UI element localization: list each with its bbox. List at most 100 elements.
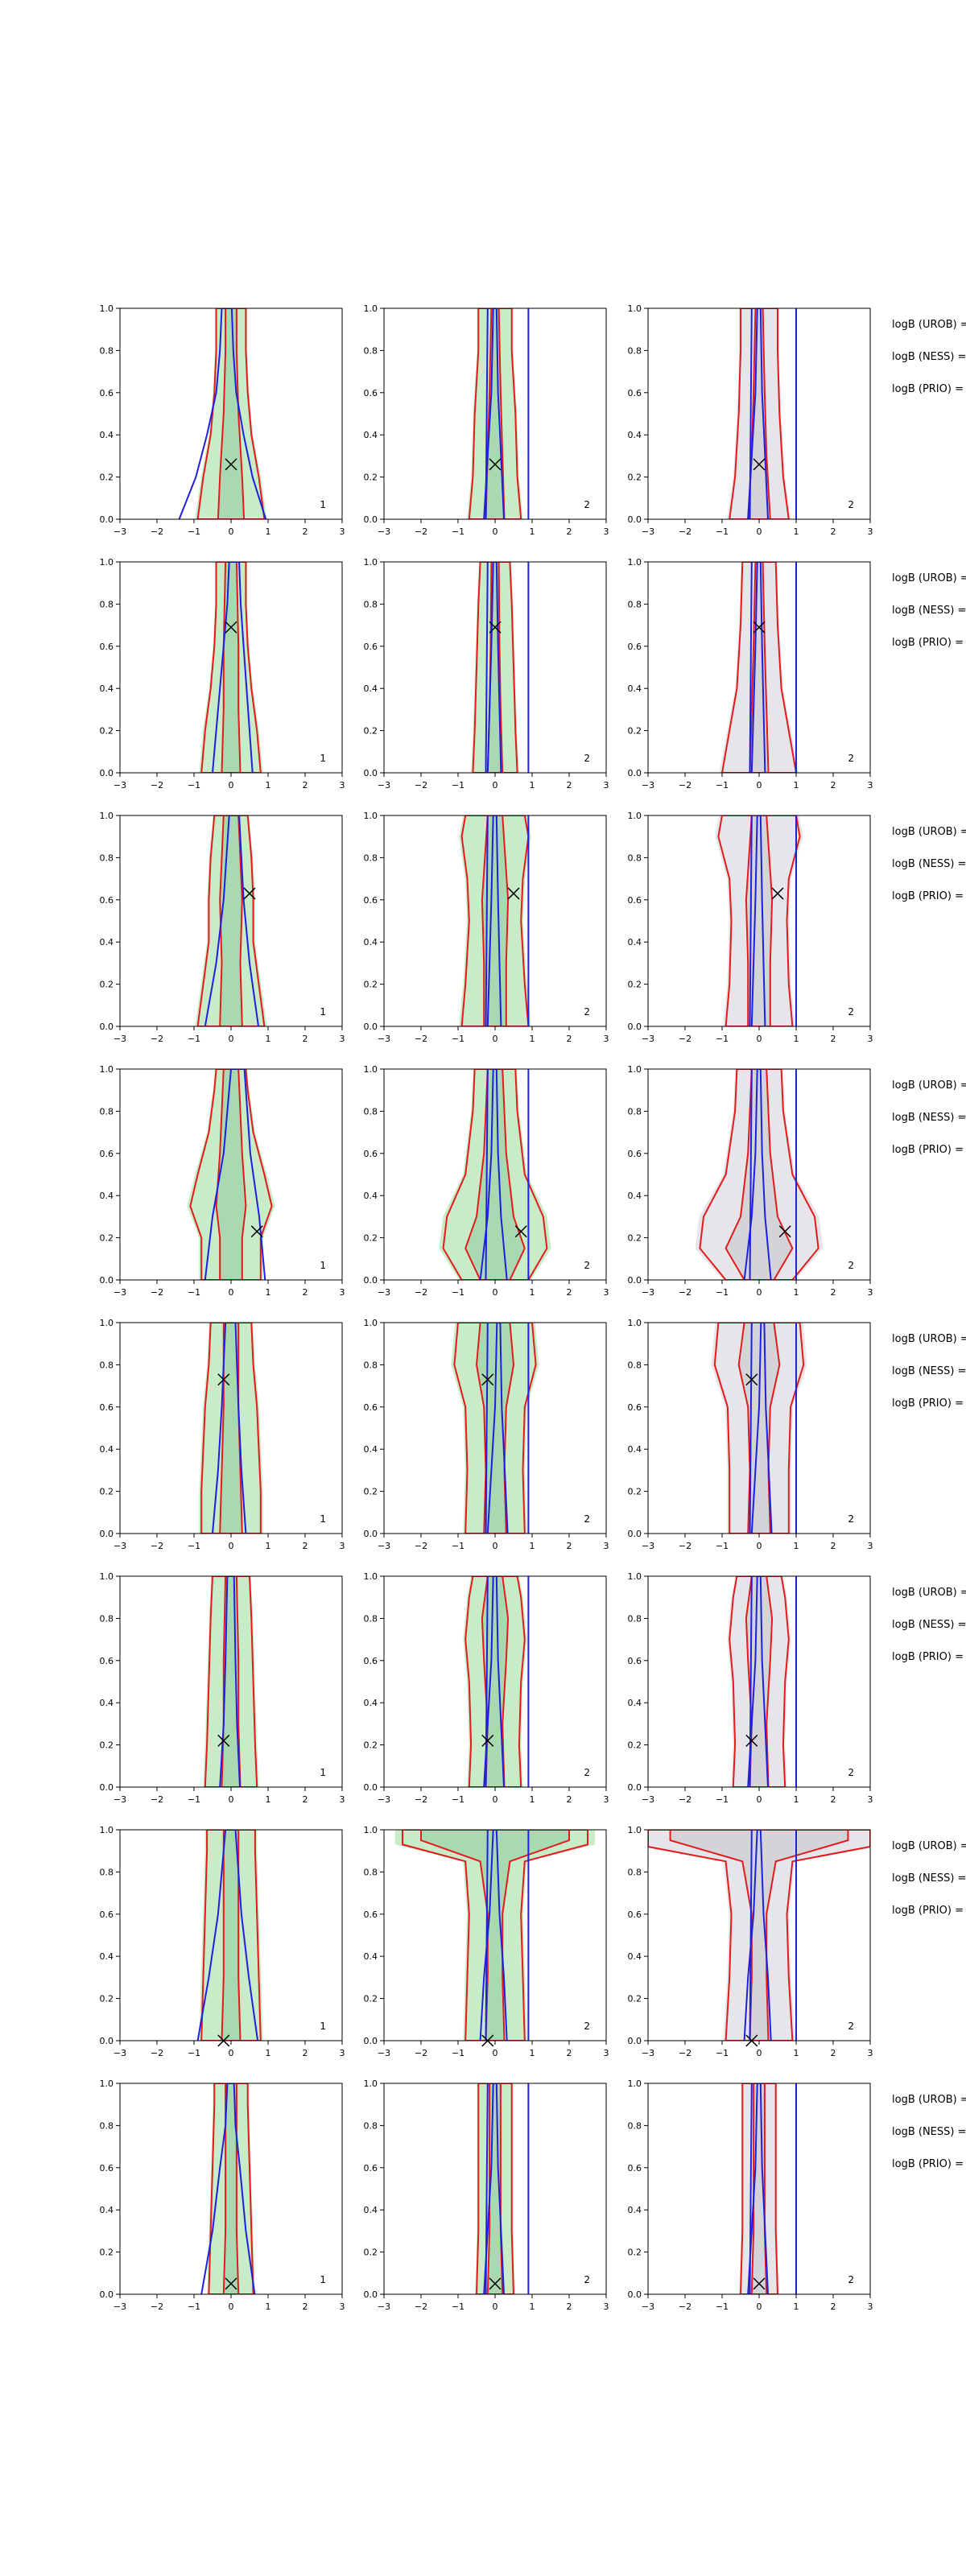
panel-corner-tag: 2 [848, 1767, 854, 1778]
red-contour-outer [464, 1576, 526, 1787]
x-tick-label: −3 [642, 1034, 654, 1044]
row-side-label: logB (PRIO) = [892, 1651, 964, 1663]
red-contour-outer [720, 562, 798, 773]
panel-corner-tag: 2 [584, 2021, 590, 2032]
x-tick-label: −2 [415, 780, 427, 791]
y-tick-label: 0.4 [100, 1191, 114, 1201]
y-tick-label: 0.2 [100, 1740, 114, 1751]
x-tick-label: 1 [530, 1794, 535, 1805]
x-tick-label: −3 [114, 1794, 126, 1805]
core-density-region [738, 1323, 780, 1534]
y-tick-label: 0.2 [364, 1994, 378, 2004]
panel-plot-area [727, 1576, 797, 1787]
x-tick-label: 3 [604, 1287, 609, 1298]
x-tick-label: 2 [831, 1034, 836, 1044]
panel-corner-tag: 1 [320, 1260, 326, 1271]
y-tick-label: 0.4 [628, 1951, 642, 1962]
blue-contour-left [749, 562, 753, 773]
y-tick-label: 0.4 [364, 2205, 378, 2215]
x-tick-label: −3 [378, 2301, 390, 2312]
x-tick-label: −2 [151, 526, 163, 537]
x-tick-label: −2 [415, 526, 427, 537]
x-tick-label: −3 [114, 1287, 126, 1298]
x-tick-label: −3 [114, 780, 126, 791]
x-tick-label: 1 [530, 1541, 535, 1551]
x-tick-label: 1 [266, 2301, 271, 2312]
y-tick-label: 0.4 [628, 1191, 642, 1201]
x-tick-label: 1 [794, 1287, 799, 1298]
x-tick-label: −1 [716, 526, 729, 537]
x-tick-label: 1 [794, 2048, 799, 2058]
red-contour-outer [475, 2083, 515, 2294]
x-tick-label: 0 [229, 526, 234, 537]
red-contour-outer [200, 1830, 262, 2041]
y-tick-label: 0.4 [628, 683, 642, 694]
x-tick-label: 3 [604, 2301, 609, 2312]
x-marker [753, 621, 766, 634]
y-tick-label: 0.6 [364, 1402, 378, 1413]
x-tick-label: −1 [716, 780, 729, 791]
y-tick-label: 1.0 [628, 1825, 642, 1835]
y-tick-label: 0.2 [100, 1487, 114, 1497]
y-tick-label: 0.8 [100, 2120, 114, 2131]
x-tick-label: 0 [757, 1287, 762, 1298]
x-tick-label: −1 [188, 2301, 200, 2312]
y-tick-label: 1.0 [100, 1318, 114, 1328]
y-tick-label: 1.0 [364, 2079, 378, 2089]
x-tick-label: −1 [716, 2048, 729, 2058]
x-tick-label: −2 [151, 780, 163, 791]
y-tick-label: 0.6 [364, 388, 378, 398]
panel-plot-area [739, 2083, 797, 2294]
panel-plot-area [695, 1069, 824, 1280]
panel-r1-c1: −3 −2 −1 0 1 2 3 0.0 0.2 0.4 0.6 0.8 1.0 1 [100, 303, 345, 537]
y-tick-label: 0.4 [364, 430, 378, 440]
panel-corner-tag: 1 [320, 1767, 326, 1778]
core-density-region [725, 1069, 793, 1280]
panel-r5-c1: −3 −2 −1 0 1 2 3 0.0 0.2 0.4 0.6 0.8 1.0 1 [100, 1318, 345, 1551]
red-contour-inner [221, 1576, 242, 1787]
red-contour-outer [648, 1830, 870, 2041]
y-tick-label: 1.0 [100, 303, 114, 314]
blue-contour [747, 2083, 769, 2294]
y-tick-label: 1.0 [628, 303, 642, 314]
panel-r4-c2: −3 −2 −1 0 1 2 3 0.0 0.2 0.4 0.6 0.8 1.0 2 [364, 1064, 609, 1298]
blue-contour-left [749, 1069, 753, 1280]
row-side-label: logB (NESS) = [892, 2126, 966, 2138]
panel-corner-tag: 1 [320, 1513, 326, 1525]
panel-corner-tag: 1 [320, 1006, 326, 1018]
x-tick-label: 3 [340, 1287, 345, 1298]
core-density-region [465, 1069, 525, 1280]
x-tick-label: −2 [415, 1287, 427, 1298]
blue-contour-left [485, 308, 489, 519]
y-tick-label: 0.6 [628, 1149, 642, 1159]
x-tick-label: −2 [151, 1287, 163, 1298]
x-tick-label: −2 [415, 2048, 427, 2058]
y-tick-label: 0.8 [628, 345, 642, 356]
y-tick-label: 0.8 [628, 2120, 642, 2131]
row-side-label: logB (NESS) = [892, 1872, 966, 1885]
y-tick-label: 0.8 [364, 1613, 378, 1624]
x-tick-label: −3 [114, 1541, 126, 1551]
y-tick-label: 1.0 [100, 811, 114, 821]
panel-r8-c3: −3 −2 −1 0 1 2 3 0.0 0.2 0.4 0.6 0.8 1.0 2 [628, 2079, 873, 2312]
x-tick-label: 3 [604, 1541, 609, 1551]
x-tick-label: −3 [378, 526, 390, 537]
x-tick-label: 0 [493, 1541, 498, 1551]
x-tick-label: 0 [229, 2301, 234, 2312]
y-tick-label: 0.4 [100, 683, 114, 694]
row-side-label: logB (NESS) = [892, 605, 966, 617]
x-tick-label: −3 [378, 2048, 390, 2058]
panel-corner-tag: 2 [848, 2274, 854, 2285]
y-tick-label: 0.6 [628, 1402, 642, 1413]
x-tick-label: −2 [679, 526, 691, 537]
y-tick-label: 0.4 [628, 430, 642, 440]
x-tick-label: 3 [604, 1794, 609, 1805]
panel-plot-area [439, 1069, 551, 1280]
red-contour-inner [221, 1830, 242, 2041]
y-tick-label: 0.4 [364, 1191, 378, 1201]
panel-plot-area [199, 562, 263, 773]
panel-plot-area [203, 1576, 259, 1787]
blue-contour-left [749, 308, 753, 519]
y-tick-label: 0.8 [100, 1867, 114, 1877]
x-tick-label: 3 [340, 1034, 345, 1044]
